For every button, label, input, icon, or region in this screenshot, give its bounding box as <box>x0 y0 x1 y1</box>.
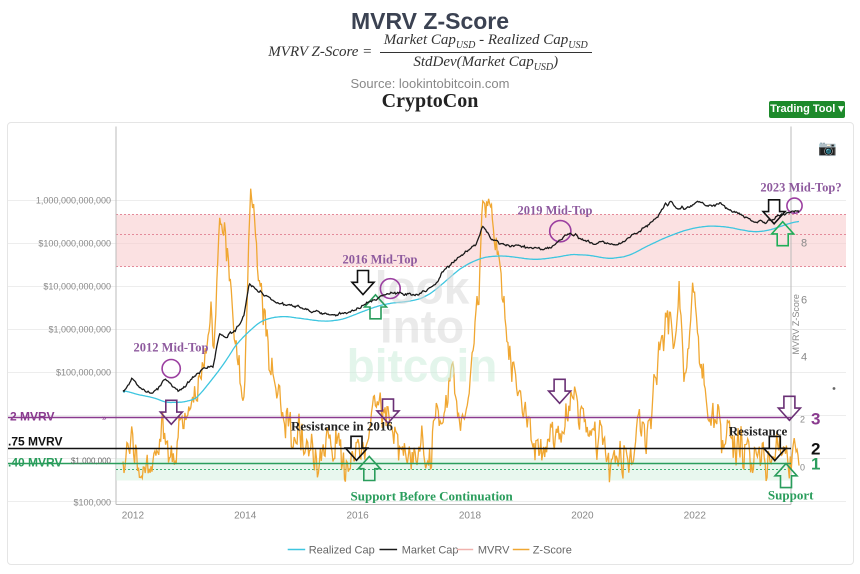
svg-text:Support: Support <box>768 488 814 503</box>
svg-text:2023 Mid-Top?: 2023 Mid-Top? <box>760 181 841 195</box>
svg-text:»: » <box>102 414 107 423</box>
svg-text:8: 8 <box>801 238 807 250</box>
svg-text:MVRV Z-Score: MVRV Z-Score <box>791 294 801 354</box>
svg-text:Z-Score: Z-Score <box>533 545 572 557</box>
svg-text:2020: 2020 <box>571 511 594 522</box>
svg-text:Support Before Continuation: Support Before Continuation <box>351 489 514 504</box>
svg-text:.40 MVRV: .40 MVRV <box>8 456 62 470</box>
svg-text:2022: 2022 <box>684 511 707 522</box>
svg-text:2014: 2014 <box>234 511 257 522</box>
svg-text:3: 3 <box>811 410 820 429</box>
svg-text:2: 2 <box>800 415 805 425</box>
svg-text:Resistance in 2016: Resistance in 2016 <box>291 419 393 434</box>
svg-text:0: 0 <box>800 463 805 473</box>
svg-text:bitcoin: bitcoin <box>347 340 498 392</box>
svg-text:MVRV: MVRV <box>478 545 510 557</box>
svg-text:2 MVRV: 2 MVRV <box>10 410 54 424</box>
svg-text:2019 Mid-Top: 2019 Mid-Top <box>518 204 593 218</box>
svg-text:Realized Cap: Realized Cap <box>309 545 375 557</box>
svg-text:2016 Mid-Top: 2016 Mid-Top <box>343 253 418 267</box>
svg-text:2016: 2016 <box>346 511 369 522</box>
svg-text:$100,000: $100,000 <box>73 498 111 508</box>
svg-text:6: 6 <box>801 295 807 307</box>
svg-text:Resistance: Resistance <box>729 424 788 439</box>
svg-text:$10,000,000,000: $10,000,000,000 <box>43 282 111 292</box>
svg-text:1,000,000,000,000: 1,000,000,000,000 <box>36 196 111 206</box>
svg-text:Market Cap: Market Cap <box>402 545 459 557</box>
svg-text:$100,000,000: $100,000,000 <box>56 368 111 378</box>
svg-text:.75 MVRV: .75 MVRV <box>8 435 62 449</box>
svg-text:2012: 2012 <box>122 511 145 522</box>
svg-text:$1,000,000: $1,000,000 <box>71 457 112 466</box>
svg-text:1: 1 <box>811 455 820 474</box>
svg-text:$1,000,000,000: $1,000,000,000 <box>48 325 111 335</box>
svg-text:2018: 2018 <box>459 511 482 522</box>
svg-text:2012 Mid-Top: 2012 Mid-Top <box>134 341 209 355</box>
svg-text:$100,000,000,000: $100,000,000,000 <box>38 239 111 249</box>
svg-text:4: 4 <box>801 352 807 364</box>
